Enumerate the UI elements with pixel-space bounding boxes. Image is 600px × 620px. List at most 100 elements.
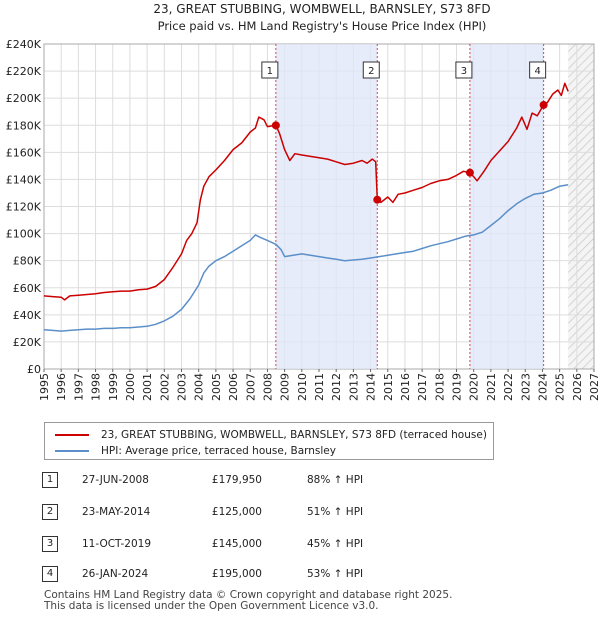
shaded-period [469, 44, 544, 369]
transaction-number: 2 [42, 504, 58, 520]
x-tick-label: 2025 [554, 373, 567, 401]
sale-label-box [529, 61, 547, 79]
y-tick-label: £40K [13, 309, 42, 322]
transaction-number: 1 [42, 472, 58, 488]
legend-item-hpi: HPI: Average price, terraced house, Barn… [55, 443, 336, 459]
transaction-hpi: 88% ↑ HPI [307, 474, 364, 486]
price-chart: 23, GREAT STUBBING, WOMBWELL, BARNSLEY, … [6, 2, 600, 401]
x-tick-label: 2006 [227, 373, 240, 401]
y-axis: £0 £20K £40K £60K £80K £100K £120K £140K £160K £1… [6, 38, 42, 376]
x-axis: 1995 1996 1997 1998 1999 2000 2001 2002 2003 2004… [38, 369, 600, 401]
y-tick-label: £20K [13, 336, 42, 349]
x-tick-label: 2019 [451, 373, 464, 401]
chart-subtitle: Price paid vs. HM Land Registry's House … [158, 19, 487, 33]
x-tick-label: 2026 [571, 373, 584, 401]
x-tick-label: 1996 [55, 373, 68, 401]
series-line [43, 184, 569, 332]
x-tick-label: 2024 [536, 373, 549, 401]
x-tick-label: 2013 [347, 373, 360, 401]
legend-label-hpi: HPI: Average price, terraced house, Barn… [101, 445, 336, 457]
transaction-date: 23-MAY-2014 [82, 506, 151, 518]
sale-point [373, 195, 382, 204]
x-tick-label: 2001 [141, 373, 154, 401]
transaction-hpi: 45% ↑ HPI [307, 538, 364, 550]
sale-label-box [261, 61, 279, 79]
series-lines [43, 82, 569, 332]
table-row: 1 27-JUN-2008 £179,950 88% ↑ HPI [42, 472, 442, 490]
sale-point [539, 100, 548, 109]
legend: 23, GREAT STUBBING, WOMBWELL, BARNSLEY, … [44, 422, 494, 460]
y-tick-label: £160K [6, 146, 42, 159]
transaction-number: 4 [42, 566, 58, 582]
y-tick-label: £80K [13, 255, 42, 268]
x-tick-label: 2021 [485, 373, 498, 401]
y-tick-label: £140K [6, 173, 42, 186]
y-tick-label: £100K [6, 228, 42, 241]
footer-licence: This data is licensed under the Open Gov… [44, 600, 379, 612]
legend-label-property: 23, GREAT STUBBING, WOMBWELL, BARNSLEY, … [101, 429, 487, 441]
x-tick-label: 2014 [365, 373, 378, 401]
transaction-date: 26-JAN-2024 [82, 568, 149, 580]
sale-label: 2 [368, 66, 374, 77]
x-tick-label: 2016 [399, 373, 412, 401]
x-tick-label: 2027 [588, 373, 600, 401]
sale-labels: 1 2 3 4 [261, 61, 547, 79]
series-line [43, 82, 569, 301]
x-tick-label: 2010 [296, 373, 309, 401]
footer: Contains HM Land Registry data © Crown c… [44, 590, 452, 612]
footer-copyright: Contains HM Land Registry data © Crown c… [44, 589, 453, 601]
sale-label: 1 [267, 66, 273, 77]
transaction-date: 11-OCT-2019 [82, 538, 151, 550]
y-tick-label: £60K [13, 282, 42, 295]
y-tick-label: £120K [6, 201, 42, 214]
sale-period-shading [275, 44, 544, 369]
y-tick-label: £220K [6, 65, 42, 78]
sale-label: 3 [461, 66, 467, 77]
y-tick-label: £240K [6, 38, 42, 51]
x-tick-label: 1998 [90, 373, 103, 401]
x-tick-label: 2018 [433, 373, 446, 401]
y-tick-label: £0 [27, 363, 41, 376]
x-tick-label: 1995 [38, 373, 51, 401]
legend-swatch-hpi [55, 450, 89, 452]
x-tick-label: 2003 [176, 373, 189, 401]
x-tick-label: 2008 [261, 373, 274, 401]
sale-point [271, 121, 280, 130]
x-tick-label: 2011 [313, 373, 326, 401]
x-tick-label: 2002 [158, 373, 171, 401]
sale-label-box [455, 61, 473, 79]
chart-title: 23, GREAT STUBBING, WOMBWELL, BARNSLEY, … [153, 2, 490, 16]
transaction-hpi: 53% ↑ HPI [307, 568, 364, 580]
x-tick-label: 2012 [330, 373, 343, 401]
legend-swatch-property [55, 434, 89, 436]
x-tick-label: 2020 [468, 373, 481, 401]
table-row: 3 11-OCT-2019 £145,000 45% ↑ HPI [42, 536, 442, 554]
table-row: 2 23-MAY-2014 £125,000 51% ↑ HPI [42, 504, 442, 522]
transaction-price: £125,000 [211, 506, 262, 518]
transaction-date: 27-JUN-2008 [82, 474, 149, 486]
x-tick-label: 2022 [502, 373, 515, 401]
x-tick-label: 2000 [124, 373, 137, 401]
sale-points [271, 100, 548, 204]
x-tick-label: 2023 [519, 373, 532, 401]
sale-label: 4 [534, 66, 540, 77]
sale-label-box [362, 61, 380, 79]
y-tick-label: £200K [6, 92, 42, 105]
transaction-hpi: 51% ↑ HPI [307, 506, 364, 518]
x-tick-label: 2017 [416, 373, 429, 401]
x-tick-label: 1997 [72, 373, 85, 401]
transaction-price: £195,000 [211, 568, 262, 580]
transaction-number: 3 [42, 536, 58, 552]
x-tick-label: 2009 [279, 373, 292, 401]
x-tick-label: 2015 [382, 373, 395, 401]
table-row: 4 26-JAN-2024 £195,000 53% ↑ HPI [42, 566, 442, 584]
transaction-price: £179,950 [211, 474, 262, 486]
x-tick-label: 2007 [244, 373, 257, 401]
transaction-price: £145,000 [211, 538, 262, 550]
x-tick-label: 2005 [210, 373, 223, 401]
y-tick-label: £180K [6, 119, 42, 132]
shaded-period [275, 44, 378, 369]
legend-item-property: 23, GREAT STUBBING, WOMBWELL, BARNSLEY, … [55, 427, 487, 443]
x-tick-label: 2004 [193, 373, 206, 401]
x-tick-label: 1999 [107, 373, 120, 401]
